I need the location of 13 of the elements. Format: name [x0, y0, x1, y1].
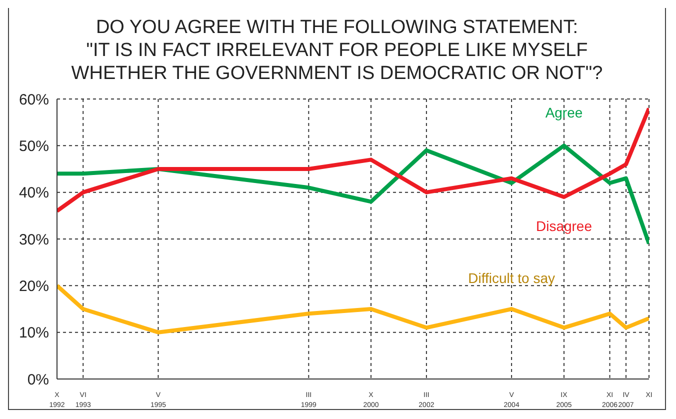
y-tick-label: 30% [18, 231, 49, 248]
line-series [57, 144, 649, 246]
y-tick-label: 0% [27, 371, 49, 388]
y-tick-label: 60% [18, 91, 49, 108]
y-tick-label: 20% [18, 278, 49, 295]
text: Difficult to say [468, 270, 556, 286]
chart-title: DO YOU AGREE WITH THE FOLLOWING STATEMENT: "IT IS IN FACT IRRELEVANT FOR PEOPLE LIKE MYSELF WHETHER THE GOVERNMENT IS DEMOCRATIC OR NOT"? [70, 16, 604, 86]
line-series [57, 106, 649, 213]
y-tick-label: 10% [18, 324, 49, 342]
text: Agree [545, 104, 583, 121]
y-tick-label: 50% [18, 138, 49, 155]
text: Disagree [536, 218, 592, 234]
y-tick-label: 40% [18, 184, 49, 202]
